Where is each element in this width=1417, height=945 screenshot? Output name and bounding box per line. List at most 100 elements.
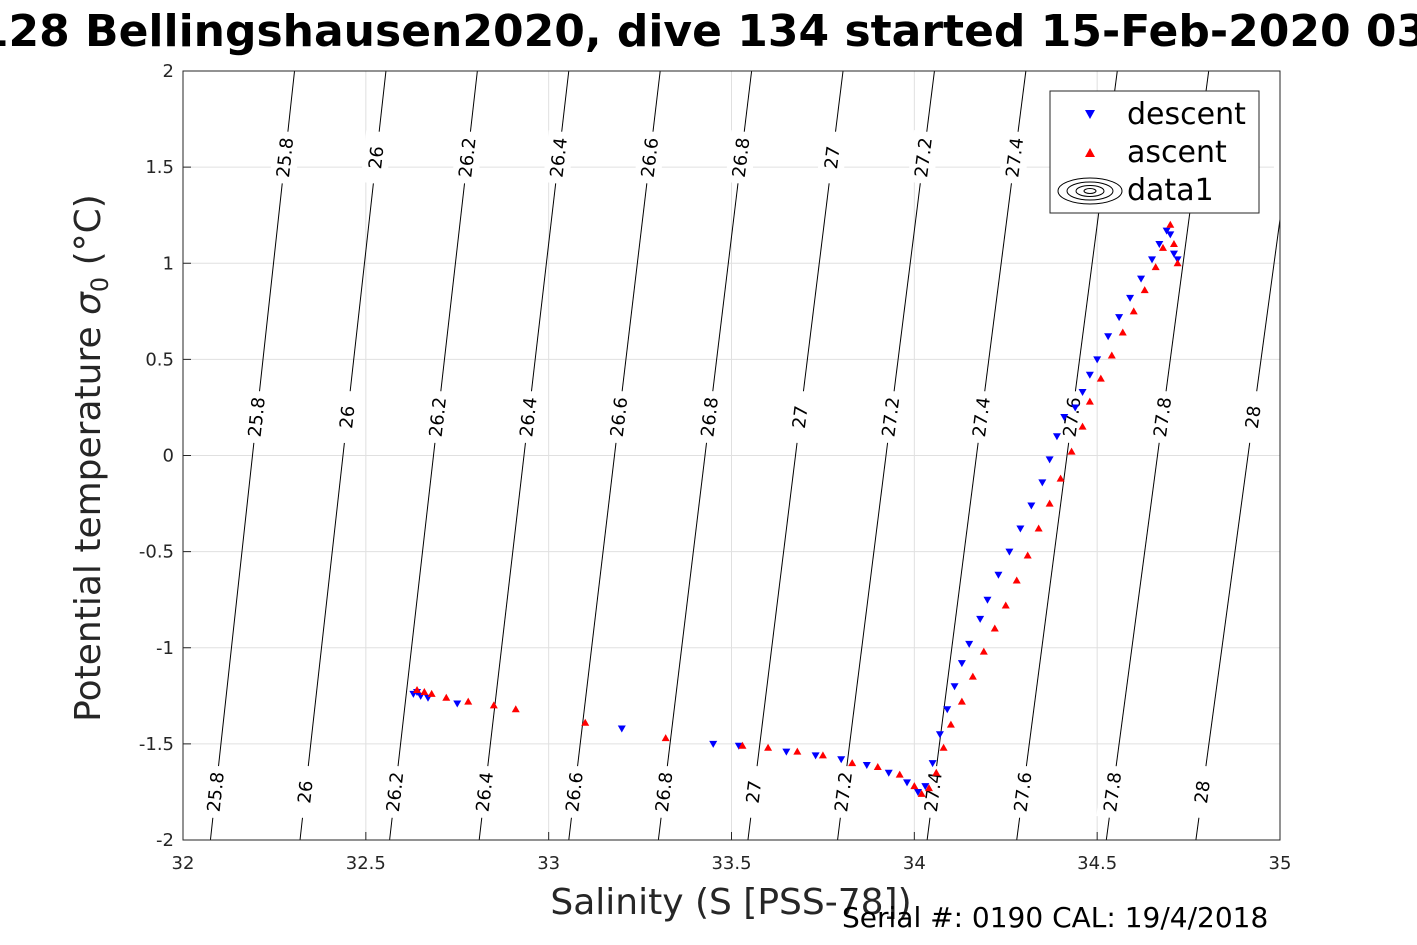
descent-point (943, 706, 952, 714)
descent-point (983, 596, 992, 604)
contour-label-gap (907, 130, 940, 185)
descent-point (1162, 227, 1171, 235)
footer-serial-cal: Serial #: 0190 CAL: 19/4/2018 (842, 901, 1268, 934)
ascent-point (413, 686, 422, 694)
y-tick-label: 0.5 (145, 349, 174, 370)
contour-label: 27.4 (1002, 136, 1028, 178)
contour-label-gap (827, 764, 860, 820)
x-tick-label: 33.5 (711, 853, 751, 874)
contour-label: 28 (1277, 145, 1301, 171)
ascent-point (924, 784, 933, 792)
y-tick-label: -1 (156, 638, 174, 659)
descent-point (1052, 433, 1061, 441)
ascent-point (1085, 397, 1094, 405)
contour-label: 28 (1191, 779, 1215, 805)
contour-label-gap (1146, 389, 1179, 445)
ascent-point (1166, 220, 1175, 228)
descent-point (453, 700, 462, 708)
density-contour-line (747, 71, 844, 840)
descent-point (1104, 333, 1113, 341)
contour-label: 25.8 (273, 137, 298, 179)
contour-label-gap (1096, 764, 1130, 820)
contour-label: 26.8 (729, 136, 755, 178)
descent-point (1126, 294, 1135, 302)
descent-point (1060, 414, 1069, 422)
descent-point (782, 748, 791, 756)
contour-label: 26 (365, 145, 388, 170)
contour-label: 26.2 (455, 136, 480, 178)
ascent-point (1034, 524, 1043, 532)
y-axis-label-text: Potential temperature (68, 315, 109, 722)
ascent-series (413, 220, 1182, 797)
ascent-point (1169, 240, 1178, 248)
y-tick-label: 1.5 (145, 157, 174, 178)
data-points (409, 220, 1182, 797)
ascent-point (442, 693, 451, 701)
descent-point (1078, 389, 1087, 397)
contour-label-gap (558, 764, 591, 820)
descent-point (1005, 548, 1014, 556)
ascent-point (990, 624, 999, 632)
ascent-point (1012, 576, 1021, 584)
ascent-point (738, 741, 747, 749)
descent-point (1115, 314, 1124, 322)
ascent-point (661, 734, 670, 742)
chart-title: SG128 Bellingshausen2020, dive 134 start… (0, 6, 1417, 57)
contour-label: 27 (743, 779, 767, 804)
legend-data1-label: data1 (1127, 173, 1214, 208)
x-tick-label: 32.5 (346, 853, 386, 874)
descent-point (1166, 231, 1175, 239)
density-contour-line (837, 71, 935, 840)
ascent-point (1140, 286, 1149, 294)
ascent-point (818, 751, 827, 759)
ascent-point (793, 747, 802, 755)
density-contour-line (299, 71, 387, 840)
contour-label: 26.2 (426, 396, 451, 438)
ascent-point (464, 697, 473, 705)
axis-ticks: 32 32.5 33 33.5 34 34.5 35 -2 -1.5 -1 -0.5 0 0.5 1 1.5… (139, 61, 1292, 874)
contour-label: 26.4 (473, 771, 498, 813)
descent-point (1016, 525, 1025, 533)
ascent-point (1067, 447, 1076, 455)
descent-point (950, 683, 959, 691)
contour-label: 28 (1242, 404, 1266, 430)
contour-label: 26.4 (516, 396, 541, 438)
ascent-point (1173, 259, 1182, 267)
ascent-point (946, 720, 955, 728)
contour-label-gap (633, 130, 666, 185)
contour-label: 26.8 (697, 396, 723, 438)
contour-label: 27.2 (878, 396, 904, 438)
contour-label: 27.2 (831, 771, 857, 813)
contour-label: 27.6 (1010, 771, 1036, 813)
ascent-point (511, 705, 520, 713)
ascent-point (1151, 263, 1160, 271)
contour-label-gap (1006, 764, 1040, 820)
ascent-point (910, 782, 919, 790)
contour-label-gap (422, 389, 454, 445)
descent-point (1071, 404, 1080, 412)
contour-label-gap (965, 389, 998, 445)
density-contour-line (1195, 215, 1280, 840)
descent-point (928, 760, 937, 768)
descent-point (1148, 256, 1157, 264)
ascent-point (968, 672, 977, 680)
contour-label: 26 (336, 405, 359, 430)
contour-label-gap (648, 764, 681, 820)
contour-label-gap (331, 389, 364, 445)
contour-label: 27.8 (1150, 396, 1176, 438)
descent-point (957, 660, 966, 668)
ascent-point (917, 789, 926, 797)
descent-point (1137, 275, 1146, 283)
contour-label: 25.8 (204, 771, 229, 813)
ascent-point (1056, 474, 1065, 482)
ascent-point (420, 687, 429, 695)
contour-label-gap (379, 764, 411, 820)
contour-label-gap (289, 764, 322, 820)
contour-label-gap (603, 389, 636, 445)
contour-label-gap (269, 130, 301, 185)
contour-label-gap (1055, 389, 1089, 445)
ascent-point (1096, 374, 1105, 382)
contour-label-gap (468, 764, 501, 820)
contour-label: 27 (821, 145, 845, 170)
y-tick-label: -2 (156, 830, 174, 851)
